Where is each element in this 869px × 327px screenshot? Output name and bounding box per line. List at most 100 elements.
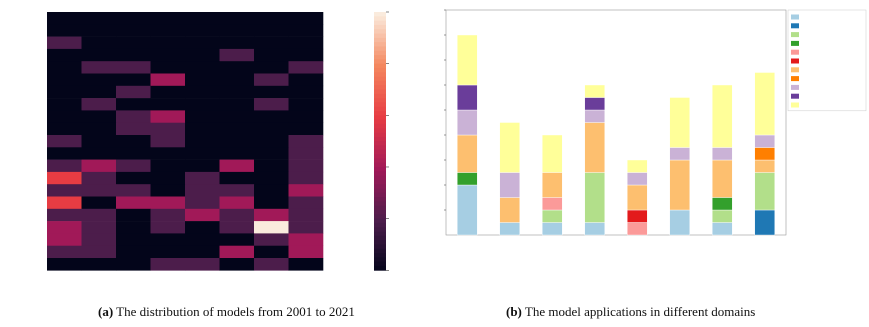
bar-segment (669, 97, 690, 148)
heatmap-cell (185, 135, 220, 148)
colorbar-segment (374, 33, 386, 39)
bar-segment (712, 84, 733, 148)
heatmap-cell (288, 208, 324, 222)
legend-swatch (791, 76, 799, 82)
heatmap-cell (185, 85, 220, 99)
bar-segment (584, 109, 605, 123)
heatmap-cell (116, 184, 151, 197)
heatmap-cell (288, 233, 324, 246)
heatmap-cell (81, 245, 117, 259)
heatmap-cell (219, 12, 255, 25)
colorbar-segment (374, 248, 386, 254)
legend-swatch (791, 40, 799, 46)
heatmap-cell (185, 110, 220, 123)
colorbar-segment (374, 93, 386, 99)
heatmap-cell (254, 73, 289, 87)
colorbar-segment (374, 123, 386, 129)
colorbar-segment (374, 24, 386, 30)
heatmap-cell (81, 171, 117, 185)
bar-segment (712, 159, 733, 198)
heatmap-cell (219, 233, 255, 246)
heatmap-cell (254, 24, 289, 37)
heatmap-cell (219, 135, 255, 148)
colorbar-segment (374, 192, 386, 198)
heatmap-cell (219, 221, 255, 234)
heatmap-cell (150, 208, 186, 222)
bar-segment (457, 109, 478, 136)
heatmap-cell (81, 184, 117, 197)
colorbar-segment (374, 231, 386, 237)
figure (47, 9, 867, 271)
heatmap-cell (150, 221, 186, 234)
caption-right-tag: (b) (506, 304, 522, 319)
bar-segment (754, 147, 775, 161)
heatmap-cell (185, 171, 220, 185)
heatmap-cell (81, 221, 117, 234)
caption-left-text: The distribution of models from 2001 to … (113, 304, 355, 319)
caption-left: (a) The distribution of models from 2001… (98, 304, 355, 320)
colorbar-segment (374, 179, 386, 185)
heatmap-cell (254, 159, 289, 173)
colorbar-segment (374, 261, 386, 267)
colorbar-segment (374, 175, 386, 181)
heatmap-cell (150, 98, 186, 111)
legend-swatch (791, 58, 799, 64)
bar-segment (499, 172, 520, 198)
heatmap-cell (288, 147, 324, 160)
heatmap-cell (47, 24, 82, 37)
colorbar-segment (374, 197, 386, 202)
heatmap-cell (116, 171, 151, 185)
heatmap-cell (288, 110, 324, 123)
heatmap-cell (116, 110, 151, 123)
heatmap-cell (116, 48, 151, 62)
colorbar-segment (374, 76, 386, 82)
bar-segment (627, 159, 648, 173)
heatmap-cell (81, 196, 117, 210)
heatmap-cell (47, 36, 82, 50)
bar-segment (712, 209, 733, 223)
heatmap-cell (81, 61, 117, 74)
heatmap-cell (150, 245, 186, 259)
heatmap-cell (47, 171, 82, 185)
heatmap-cell (254, 122, 289, 136)
colorbar-segment (374, 162, 386, 168)
caption-right: (b) The model applications in different … (506, 304, 755, 320)
heatmap-cell (185, 233, 220, 246)
colorbar-segment (374, 12, 386, 17)
bar-segment (457, 84, 478, 111)
colorbar-segment (374, 42, 386, 47)
colorbar-segment (374, 188, 386, 194)
colorbar-segment (374, 63, 386, 69)
heatmap-cell (81, 258, 117, 271)
colorbar-segment (374, 37, 386, 43)
heatmap-cell (254, 110, 289, 123)
heatmap-cell (219, 184, 255, 197)
heatmap-cell (288, 61, 324, 74)
colorbar-segment (374, 29, 386, 34)
colorbar-segment (374, 119, 386, 125)
heatmap-cell (219, 208, 255, 222)
heatmap-cell (288, 258, 324, 271)
legend-swatch (791, 14, 799, 20)
colorbar-segment (374, 253, 386, 258)
heatmap-cell (116, 122, 151, 136)
heatmap-cell (116, 258, 151, 271)
legend-swatch (791, 93, 799, 99)
heatmap-cell (219, 36, 255, 50)
colorbar-segment (374, 16, 386, 22)
heatmap-cell (150, 233, 186, 246)
heatmap-cell (219, 85, 255, 99)
bar-segment (669, 159, 690, 211)
bar-segment (499, 222, 520, 236)
colorbar-segment (374, 201, 386, 207)
heatmap-cell (150, 24, 186, 37)
heatmap-cell (81, 48, 117, 62)
bar-segment (584, 172, 605, 223)
heatmap-cell (150, 122, 186, 136)
heatmap-cell (47, 61, 82, 74)
heatmap-cell (150, 159, 186, 173)
heatmap-cell (288, 135, 324, 148)
heatmap-cell (47, 258, 82, 271)
heatmap-cell (81, 24, 117, 37)
heatmap-cell (219, 122, 255, 136)
